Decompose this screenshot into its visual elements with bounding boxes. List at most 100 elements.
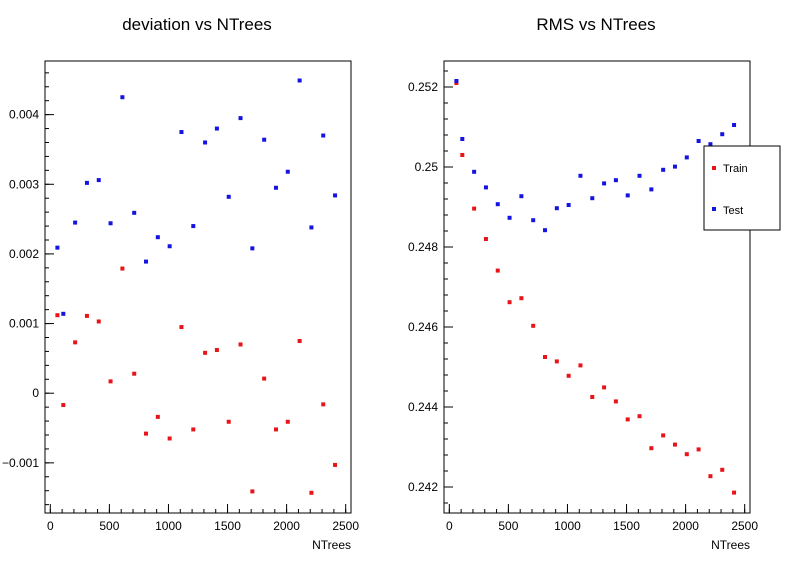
rms-point-train [684,452,689,457]
rms-chart-title: RMS vs NTrees [536,15,655,34]
deviation-x-tick-label: 0 [47,519,54,533]
rms-point-train [531,323,536,328]
rms-point-test [732,123,737,127]
rms-y-ticks: 0.242 0.244 0.246 0.248 0.25 0.252 [408,70,453,504]
rms-point-test [684,155,689,160]
rms-point-train [483,237,488,241]
rms-point-train [649,446,654,451]
rms-y-tick-label: 0.244 [408,400,438,414]
deviation-point-test [321,133,326,138]
deviation-point-test [55,245,60,250]
rms-point-test [613,178,618,183]
deviation-point-train [73,340,78,345]
deviation-y-tick-label: 0.002 [9,247,39,261]
legend-marker-train [712,166,716,170]
rms-x-tick-label: 0 [446,519,453,533]
rms-x-axis-label: NTrees [711,538,750,552]
rms-point-train [460,153,465,157]
rms-point-train [625,417,630,422]
rms-point-test [720,132,725,137]
deviation-point-train [132,371,137,376]
rms-point-train [696,447,701,452]
legend: Train Test [703,145,781,231]
rms-chart: RMS vs NTrees 0.2420.2440.2460.2480.250.… [408,15,781,552]
deviation-point-train [55,313,60,318]
deviation-y-tick-label: 0.001 [9,317,39,331]
deviation-point-test [262,137,267,142]
rms-point-train [472,206,477,211]
rms-plot-frame [443,60,751,514]
rms-point-test [554,206,559,211]
deviation-point-train [120,266,125,271]
rms-point-test [672,164,677,169]
rms-point-test [531,218,536,223]
deviation-point-train [167,436,172,441]
deviation-point-train [214,348,219,353]
deviation-point-test [226,194,231,199]
rms-point-test [495,202,500,207]
deviation-point-test [238,116,243,121]
rms-point-test [472,169,477,174]
rms-point-train [672,442,677,447]
rms-point-train [519,296,524,301]
rms-x-ticks: 0 500 1000 1500 2000 2500 [446,504,758,533]
deviation-point-test [144,259,149,264]
deviation-y-tick-label: 0.004 [9,108,39,122]
rms-x-tick-label: 2500 [731,519,758,533]
rms-point-test [483,185,488,190]
legend-marker-test [712,207,716,211]
deviation-point-train [262,376,267,381]
deviation-chart-title: deviation vs NTrees [122,15,272,34]
deviation-point-test [155,235,160,240]
deviation-point-test [203,140,208,145]
rms-points [454,79,737,495]
deviation-point-train [84,313,89,318]
deviation-point-test [61,311,66,316]
rms-x-tick-label: 2000 [672,519,699,533]
deviation-point-test [120,95,125,100]
deviation-point-train [108,379,113,384]
rms-point-test [602,181,607,186]
rms-point-train [590,395,595,399]
deviation-x-ticks: 0 500 1000 1500 2000 2500 [47,504,359,533]
deviation-point-train [309,490,314,495]
rms-point-train [507,300,512,305]
deviation-point-test [73,220,78,225]
deviation-x-tick-label: 500 [99,519,119,533]
rms-point-test [708,142,713,147]
deviation-point-train [226,419,231,424]
deviation-y-tick-label: 0.003 [9,177,39,191]
deviation-chart: deviation vs NTrees −0.001 0 0.001 0.002 0.0… [2,15,359,552]
rms-point-train [602,385,607,390]
deviation-point-train [238,342,243,347]
rms-point-train [637,414,642,419]
deviation-point-train [96,319,101,324]
deviation-point-test [84,180,89,185]
rms-point-train [708,474,713,479]
deviation-y-ticks: −0.001 0 0.001 0.002 0.003 0.004 [2,72,54,506]
rms-point-test [519,194,524,199]
rms-point-test [637,173,642,178]
deviation-y-tick-label: −0.001 [2,456,39,470]
rms-point-test [460,137,465,141]
rms-point-train [732,490,737,495]
deviation-point-test [250,246,255,251]
deviation-plot-frame [44,60,352,514]
deviation-point-train [61,403,66,408]
deviation-point-train [285,419,290,424]
deviation-point-test [96,178,101,183]
deviation-point-train [155,414,160,419]
rms-y-tick-label: 0.248 [408,240,438,254]
deviation-point-test [132,210,137,215]
deviation-point-train [203,350,208,355]
deviation-point-train [297,338,302,343]
deviation-point-train [191,427,196,432]
rms-point-train [543,355,548,359]
rms-x-tick-label: 1000 [554,519,581,533]
deviation-x-axis-label: NTrees [312,538,351,552]
deviation-x-tick-label: 1500 [214,519,241,533]
deviation-y-tick-label: 0 [32,386,39,400]
deviation-point-test [309,225,314,230]
deviation-point-test [273,185,278,190]
